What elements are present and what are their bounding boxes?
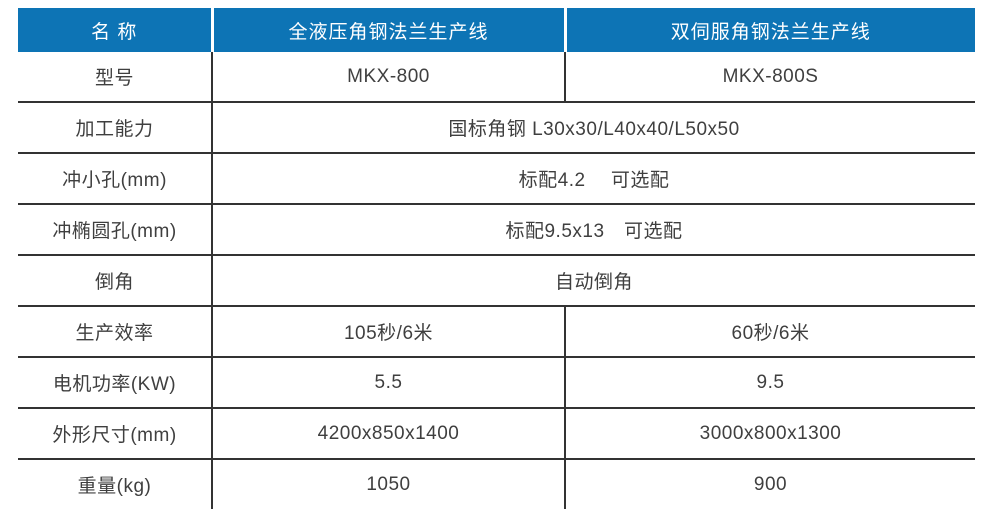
row-model: 型号 MKX-800 MKX-800S xyxy=(18,52,975,103)
row-label: 外形尺寸(mm) xyxy=(18,408,213,460)
row-label: 加工能力 xyxy=(18,102,213,154)
row-value-span: 国标角钢 L30x30/L40x40/L50x50 xyxy=(212,102,975,154)
header-cell-hydraulic-line: 全液压角钢法兰生产线 xyxy=(210,8,565,52)
header-cell-servo-line: 双伺服角钢法兰生产线 xyxy=(563,8,975,52)
row-value-span: 自动倒角 xyxy=(212,255,975,307)
row-value-right: 9.5 xyxy=(565,357,975,409)
row-label: 冲椭圆孔(mm) xyxy=(18,204,213,256)
row-label: 电机功率(KW) xyxy=(18,357,213,409)
row-value-right: 60秒/6米 xyxy=(565,306,975,358)
row-chamfer: 倒角 自动倒角 xyxy=(18,255,975,307)
row-value-left: 4200x850x1400 xyxy=(212,408,566,460)
row-value-right: MKX-800S xyxy=(565,52,975,103)
row-weight: 重量(kg) 1050 900 xyxy=(18,459,975,509)
row-value-span: 标配4.2 可选配 xyxy=(212,153,975,205)
row-value-right: 3000x800x1300 xyxy=(565,408,975,460)
row-dimensions: 外形尺寸(mm) 4200x850x1400 3000x800x1300 xyxy=(18,408,975,460)
row-label: 冲小孔(mm) xyxy=(18,153,213,205)
header-row: 名 称 全液压角钢法兰生产线 双伺服角钢法兰生产线 xyxy=(18,8,975,52)
header-cell-name: 名 称 xyxy=(18,8,212,52)
row-oval-hole: 冲椭圆孔(mm) 标配9.5x13 可选配 xyxy=(18,204,975,256)
row-value-left: 1050 xyxy=(212,459,566,509)
row-efficiency: 生产效率 105秒/6米 60秒/6米 xyxy=(18,306,975,358)
row-label: 重量(kg) xyxy=(18,459,213,509)
row-label: 型号 xyxy=(18,52,213,103)
row-value-left: 105秒/6米 xyxy=(212,306,566,358)
row-value-span: 标配9.5x13 可选配 xyxy=(212,204,975,256)
row-value-left: MKX-800 xyxy=(212,52,566,103)
spec-table: 名 称 全液压角钢法兰生产线 双伺服角钢法兰生产线 型号 MKX-800 MKX… xyxy=(18,8,975,509)
spec-table-header: 名 称 全液压角钢法兰生产线 双伺服角钢法兰生产线 xyxy=(18,8,975,52)
row-label: 倒角 xyxy=(18,255,213,307)
spec-table-body: 型号 MKX-800 MKX-800S 加工能力 国标角钢 L30x30/L40… xyxy=(18,52,975,509)
row-capacity: 加工能力 国标角钢 L30x30/L40x40/L50x50 xyxy=(18,102,975,154)
row-value-left: 5.5 xyxy=(212,357,566,409)
row-label: 生产效率 xyxy=(18,306,213,358)
row-motor-power: 电机功率(KW) 5.5 9.5 xyxy=(18,357,975,409)
row-small-hole: 冲小孔(mm) 标配4.2 可选配 xyxy=(18,153,975,205)
row-value-right: 900 xyxy=(565,459,975,509)
